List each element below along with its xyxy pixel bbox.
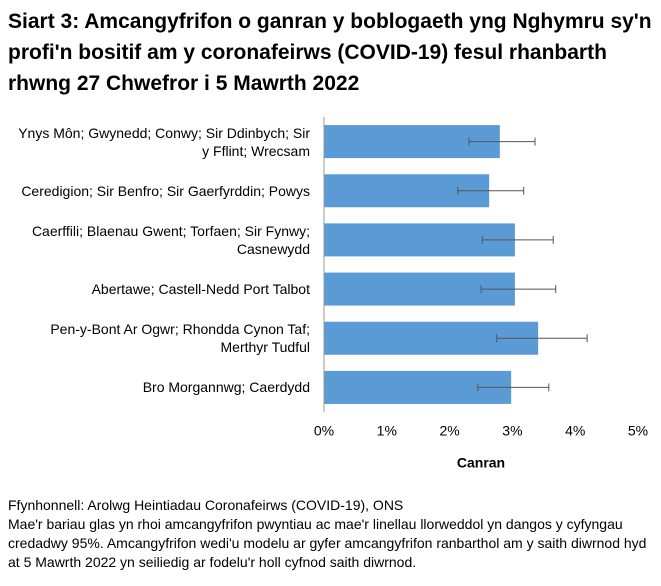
y-tick-label: Caerffili; Blaenau Gwent; Torfaen; Sir F… <box>31 222 310 257</box>
error-bar <box>480 285 557 294</box>
y-tick-label: Bro Morgannwg; Caerdydd <box>142 379 310 396</box>
error-bar <box>481 235 554 244</box>
note: Ffynhonnell: Arolwg Heintiadau Coronafei… <box>8 497 404 513</box>
x-tick-label: 3% <box>502 423 522 439</box>
note: Mae'r bariau glas yn rhoi amcangyfrifon … <box>8 516 647 570</box>
error-bar <box>496 334 588 343</box>
x-tick-label: 5% <box>628 423 648 439</box>
error-bar <box>477 383 550 392</box>
y-tick-label: Abertawe; Castell-Nedd Port Talbot <box>91 281 310 298</box>
x-tick-label: 2% <box>439 423 459 439</box>
error-bar <box>468 137 536 146</box>
x-tick-label: 4% <box>565 423 585 439</box>
x-tick-label: 1% <box>377 423 397 439</box>
x-axis-title: Canran <box>457 455 505 471</box>
y-tick-label: Pen-y-Bont Ar Ogwr; Rhondda Cynon Taf; M… <box>50 321 310 356</box>
x-tick-label: 0% <box>314 423 334 439</box>
notes: Ffynhonnell: Arolwg Heintiadau Coronafei… <box>8 496 658 572</box>
y-tick-label: Ynys Môn; Gwynedd; Conwy; Sir Ddinbych; … <box>18 124 310 159</box>
error-bar <box>457 186 525 195</box>
chart-title: Siart 3: Amcangyfrifon o ganran y boblog… <box>8 10 652 95</box>
y-tick-label: Ceredigion; Sir Benfro; Sir Gaerfyrddin;… <box>21 182 310 199</box>
